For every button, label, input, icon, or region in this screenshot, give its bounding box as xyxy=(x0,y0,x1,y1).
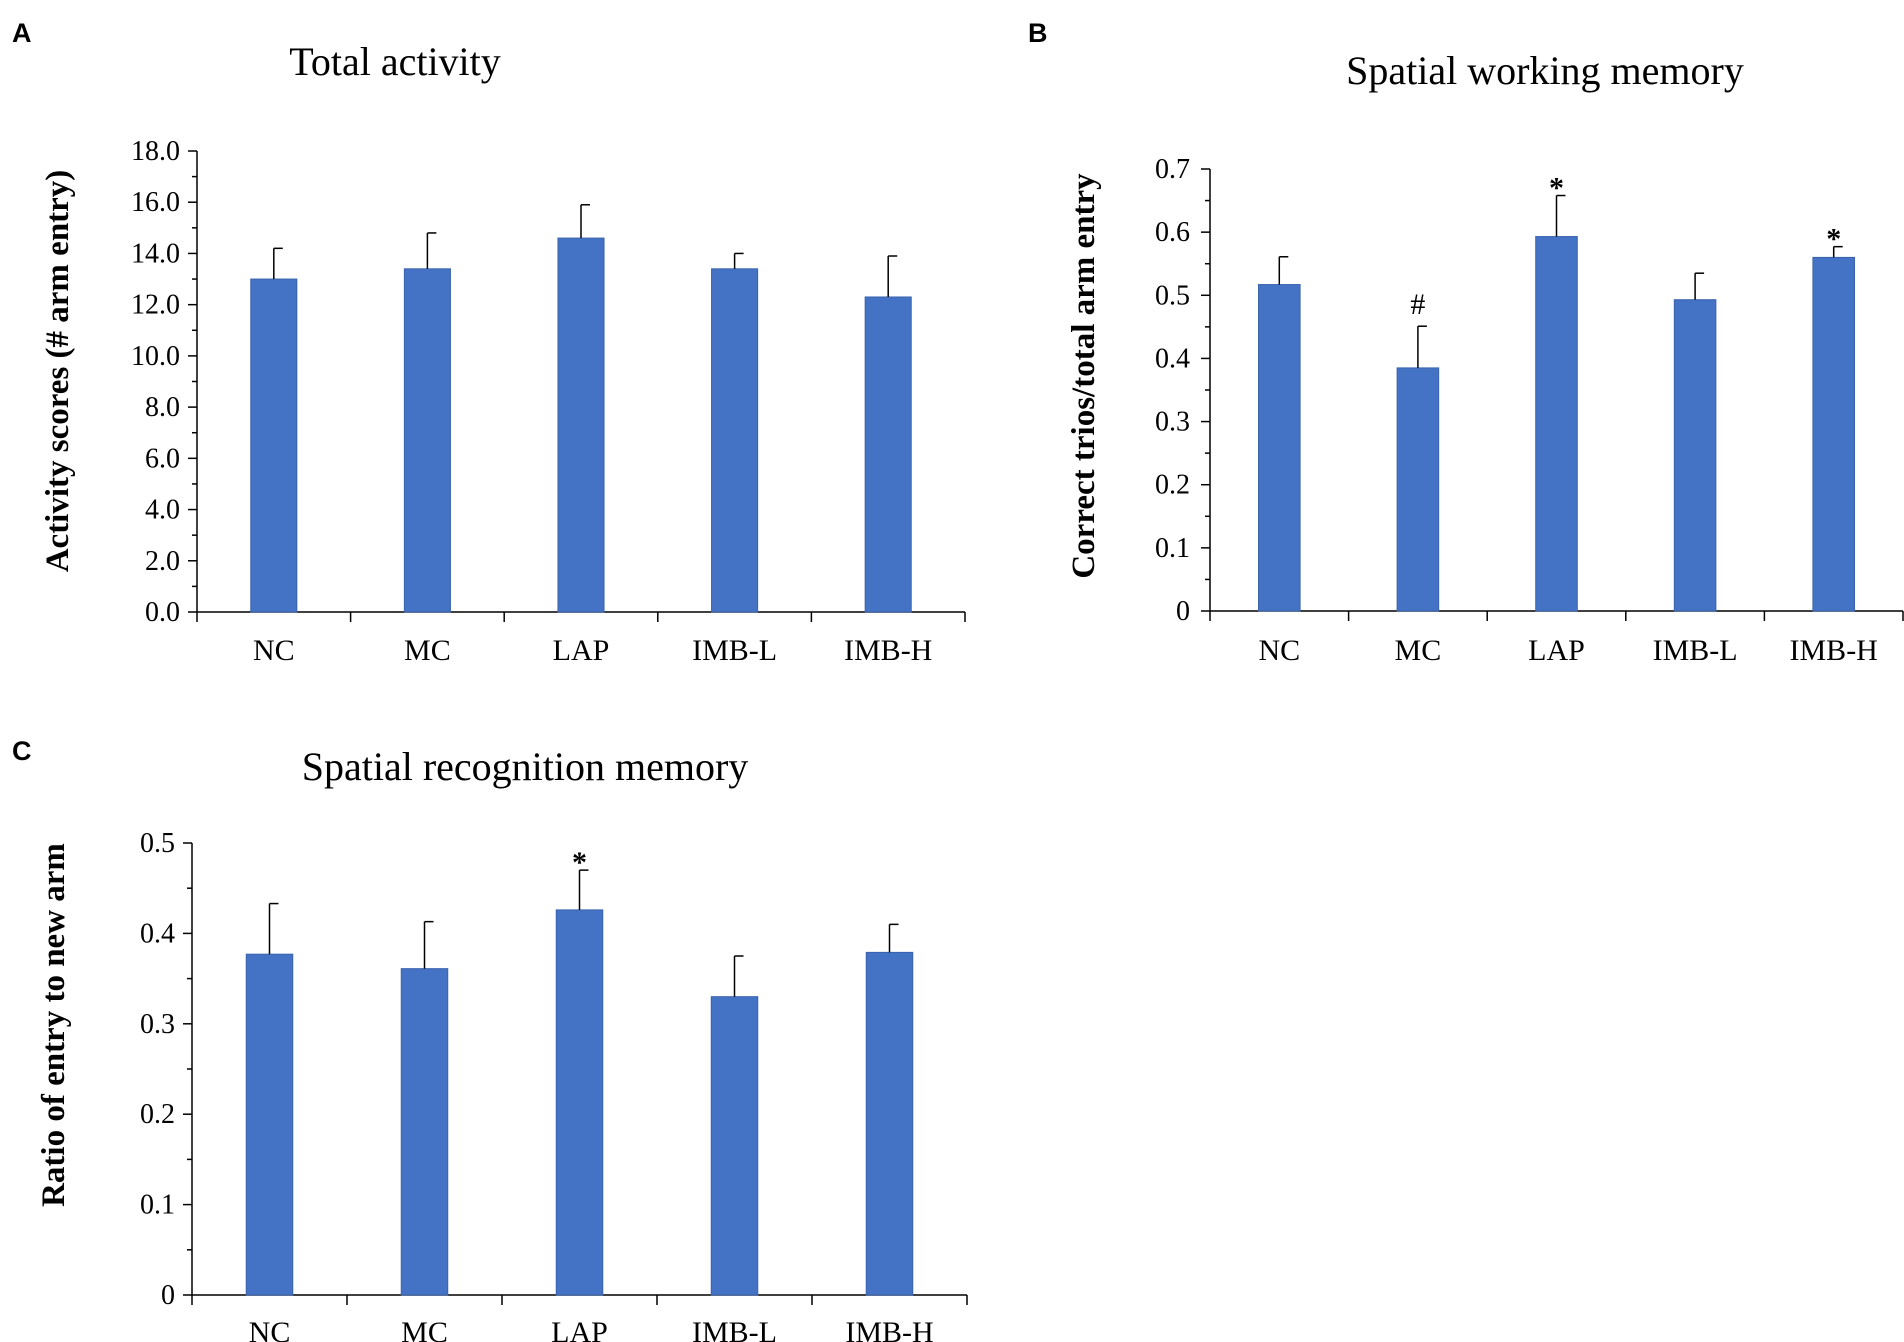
bar-b-mc xyxy=(1396,367,1440,612)
y-tick-label-a: 8.0 xyxy=(145,392,180,423)
y-tick-label-b: 0.5 xyxy=(1155,280,1190,311)
bar-a-nc xyxy=(250,278,298,613)
x-tick-label-c-lap: LAP xyxy=(551,1316,608,1342)
bar-a-imb-l xyxy=(711,268,759,613)
x-tick-label-a-mc: MC xyxy=(404,634,451,667)
y-tick-label-c: 0 xyxy=(161,1280,175,1311)
significance-mark-b-imb-h: * xyxy=(1826,223,1841,256)
significance-mark-b-mc: # xyxy=(1410,288,1425,321)
chart-title-c: Spatial recognition memory xyxy=(302,744,749,789)
y-tick-label-c: 0.3 xyxy=(140,1009,175,1040)
panel-letter-b: B xyxy=(1028,18,1048,48)
x-tick-label-c-imb-h: IMB-H xyxy=(845,1316,933,1342)
y-tick-label-b: 0.1 xyxy=(1155,533,1190,564)
y-tick-label-a: 6.0 xyxy=(145,443,180,474)
x-tick-label-a-lap: LAP xyxy=(553,634,610,667)
x-tick-label-b-nc: NC xyxy=(1258,634,1300,667)
x-tick-label-b-imb-h: IMB-H xyxy=(1790,634,1878,667)
y-tick-label-a: 14.0 xyxy=(131,238,180,269)
y-tick-label-c: 0.5 xyxy=(140,828,175,859)
plot-area-b: 0 0.1 0.2 0.3 0.4 0.5 0.6 0.7 NC # MC * LAP IMB-L * IMB… xyxy=(1155,154,1904,667)
y-axis-label-b: Correct trios/total arm entry xyxy=(1066,173,1102,579)
x-tick-label-b-mc: MC xyxy=(1395,634,1442,667)
panel-a: A Total activity Activity scores (# arm … xyxy=(12,18,966,667)
y-tick-label-a: 0.0 xyxy=(145,597,180,628)
chart-title-b: Spatial working memory xyxy=(1346,48,1744,93)
bar-a-imb-h xyxy=(864,296,912,613)
panel-c: C Spatial recognition memory Ratio of en… xyxy=(12,736,968,1342)
plot-area-a: 0.0 2.0 4.0 6.0 8.0 10.0 12.0 14.0 16.0 18.0 NC MC L… xyxy=(131,136,966,667)
bar-a-lap xyxy=(557,237,605,613)
x-tick-label-c-nc: NC xyxy=(249,1316,291,1342)
bar-b-lap xyxy=(1535,236,1578,612)
y-tick-label-c: 0.4 xyxy=(140,918,175,949)
plot-area-c: 0 0.1 0.2 0.3 0.4 0.5 NC MC * LAP IMB-L IMB-H xyxy=(140,828,968,1342)
bar-c-lap xyxy=(555,909,604,1296)
y-tick-label-a: 16.0 xyxy=(131,187,180,218)
y-tick-label-c: 0.2 xyxy=(140,1099,175,1130)
x-tick-label-a-imb-l: IMB-L xyxy=(692,634,777,667)
x-tick-label-a-imb-h: IMB-H xyxy=(844,634,932,667)
y-tick-label-a: 4.0 xyxy=(145,495,180,526)
y-tick-label-b: 0.3 xyxy=(1155,407,1190,438)
panel-letter-a: A xyxy=(12,18,32,48)
bar-c-nc xyxy=(245,953,294,1296)
bar-c-imb-l xyxy=(710,996,759,1296)
x-tick-label-b-lap: LAP xyxy=(1528,634,1585,667)
y-tick-label-b: 0.4 xyxy=(1155,343,1190,374)
y-tick-label-c: 0.1 xyxy=(140,1190,175,1221)
bar-b-imb-l xyxy=(1673,299,1717,612)
x-tick-label-b-imb-l: IMB-L xyxy=(1653,634,1738,667)
significance-mark-c-lap: * xyxy=(572,846,587,879)
y-tick-label-b: 0 xyxy=(1176,596,1190,627)
y-axis-label-a: Activity scores (# arm entry) xyxy=(40,170,76,573)
panel-letter-c: C xyxy=(12,736,32,766)
y-tick-label-a: 18.0 xyxy=(131,136,180,167)
chart-title-a: Total activity xyxy=(289,39,501,84)
significance-mark-b-lap: * xyxy=(1549,172,1564,205)
y-tick-label-b: 0.6 xyxy=(1155,217,1190,248)
x-tick-label-a-nc: NC xyxy=(253,634,295,667)
y-axis-label-c: Ratio of entry to new arm xyxy=(36,843,72,1207)
panel-b: B Spatial working memory Correct trios/t… xyxy=(1028,18,1904,667)
y-tick-label-b: 0.2 xyxy=(1155,470,1190,501)
bar-a-mc xyxy=(403,268,451,613)
y-tick-label-b: 0.7 xyxy=(1155,154,1190,185)
x-tick-label-c-mc: MC xyxy=(401,1316,448,1342)
bar-b-imb-h xyxy=(1812,256,1855,612)
bar-b-nc xyxy=(1258,284,1301,612)
y-tick-label-a: 2.0 xyxy=(145,546,180,577)
bar-c-imb-h xyxy=(865,951,914,1296)
bar-c-mc xyxy=(400,968,449,1296)
x-tick-label-c-imb-l: IMB-L xyxy=(692,1316,777,1342)
y-tick-label-a: 10.0 xyxy=(131,341,180,372)
y-tick-label-a: 12.0 xyxy=(131,290,180,321)
